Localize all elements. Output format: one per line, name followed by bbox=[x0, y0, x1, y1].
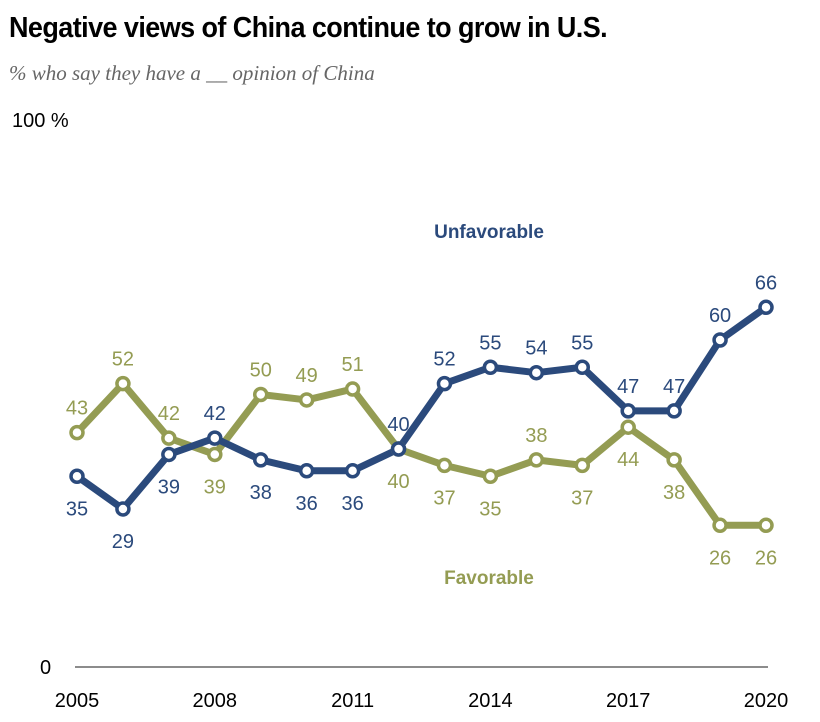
data-point-favorable bbox=[482, 468, 499, 484]
x-tick-label: 2011 bbox=[331, 690, 374, 712]
data-label-favorable: 49 bbox=[296, 365, 318, 387]
data-label-unfavorable: 29 bbox=[112, 531, 134, 553]
data-point-favorable bbox=[69, 424, 85, 441]
data-label-unfavorable: 54 bbox=[525, 338, 547, 360]
data-point-unfavorable bbox=[436, 375, 453, 392]
x-tick-label: 2014 bbox=[468, 690, 513, 712]
data-label-favorable: 26 bbox=[755, 547, 777, 569]
data-point-unfavorable bbox=[69, 468, 85, 484]
x-tick-label: 2017 bbox=[606, 690, 651, 712]
data-point-unfavorable bbox=[298, 463, 315, 479]
data-point-unfavorable bbox=[390, 441, 407, 457]
data-label-unfavorable: 55 bbox=[571, 332, 593, 354]
x-tick-labels: 2005 2008 2011 2014 2017 2020 bbox=[55, 690, 789, 712]
x-tick-label: 2020 bbox=[744, 690, 789, 712]
data-label-unfavorable: 36 bbox=[341, 493, 363, 515]
data-point-favorable bbox=[528, 452, 545, 468]
data-label-unfavorable: 38 bbox=[250, 482, 272, 504]
data-point-favorable bbox=[252, 386, 269, 403]
data-point-unfavorable bbox=[252, 452, 269, 468]
data-label-unfavorable: 55 bbox=[479, 332, 501, 354]
data-label-favorable: 38 bbox=[663, 482, 685, 504]
data-label-unfavorable: 66 bbox=[755, 272, 777, 294]
data-label-unfavorable: 36 bbox=[296, 493, 318, 515]
data-label-unfavorable: 39 bbox=[158, 476, 180, 498]
data-point-favorable bbox=[666, 452, 682, 468]
data-label-favorable: 40 bbox=[387, 471, 409, 493]
data-point-unfavorable bbox=[161, 446, 177, 463]
x-tick-label: 2005 bbox=[55, 690, 100, 712]
data-point-favorable bbox=[161, 430, 177, 446]
data-point-unfavorable bbox=[115, 501, 131, 517]
y-tick-label-0: 0 bbox=[40, 657, 51, 679]
data-label-favorable: 37 bbox=[433, 487, 455, 509]
data-label-favorable: 38 bbox=[525, 425, 547, 447]
data-label-favorable: 44 bbox=[617, 449, 639, 471]
data-label-favorable: 42 bbox=[158, 403, 180, 425]
data-point-unfavorable bbox=[482, 359, 499, 375]
data-label-favorable: 37 bbox=[571, 487, 593, 509]
chart-subtitle: % who say they have a __ opinion of Chin… bbox=[9, 61, 375, 85]
data-point-favorable bbox=[574, 457, 591, 474]
data-label-favorable: 35 bbox=[479, 498, 501, 520]
data-point-favorable bbox=[298, 392, 315, 408]
data-label-unfavorable: 42 bbox=[204, 403, 226, 425]
data-label-unfavorable: 47 bbox=[663, 376, 685, 398]
data-point-unfavorable bbox=[574, 359, 591, 375]
data-point-unfavorable bbox=[758, 299, 774, 316]
series-lines bbox=[73, 303, 770, 529]
data-point-unfavorable bbox=[712, 332, 728, 348]
axes: 0 100 % bbox=[12, 110, 768, 679]
data-point-favorable bbox=[758, 517, 774, 534]
data-point-favorable bbox=[115, 375, 131, 392]
data-label-unfavorable: 47 bbox=[617, 376, 639, 398]
data-point-unfavorable bbox=[620, 403, 636, 419]
data-label-favorable: 51 bbox=[341, 354, 363, 376]
data-label-favorable: 43 bbox=[66, 398, 88, 420]
data-label-unfavorable: 40 bbox=[387, 414, 409, 436]
x-tick-label: 2008 bbox=[193, 690, 238, 712]
legend-label-unfavorable: Unfavorable bbox=[434, 222, 544, 243]
series-points bbox=[69, 299, 774, 534]
data-label-favorable: 26 bbox=[709, 547, 731, 569]
data-label-favorable: 52 bbox=[112, 349, 134, 371]
data-labels: 35 29 39 42 38 36 36 40 52 55 54 55 47 47 60 66 43 52 42 39… bbox=[66, 272, 777, 569]
data-label-unfavorable: 52 bbox=[433, 349, 455, 371]
legend-label-favorable: Favorable bbox=[444, 568, 534, 589]
data-point-favorable bbox=[207, 446, 223, 463]
data-point-unfavorable bbox=[344, 463, 361, 479]
data-label-favorable: 39 bbox=[204, 476, 226, 498]
data-point-unfavorable bbox=[207, 430, 223, 446]
data-label-favorable: 50 bbox=[250, 360, 272, 382]
data-label-unfavorable: 35 bbox=[66, 498, 88, 520]
data-point-unfavorable bbox=[528, 364, 545, 381]
y-tick-label-100: 100 % bbox=[12, 110, 69, 132]
series-line-unfavorable bbox=[73, 303, 770, 513]
chart-title: Negative views of China continue to grow… bbox=[9, 12, 608, 44]
data-label-unfavorable: 60 bbox=[709, 305, 731, 327]
data-point-favorable bbox=[620, 419, 636, 435]
data-point-favorable bbox=[436, 457, 453, 474]
data-point-unfavorable bbox=[666, 403, 682, 419]
series-line-favorable bbox=[73, 380, 770, 529]
data-point-favorable bbox=[344, 381, 361, 397]
data-point-favorable bbox=[712, 517, 728, 534]
